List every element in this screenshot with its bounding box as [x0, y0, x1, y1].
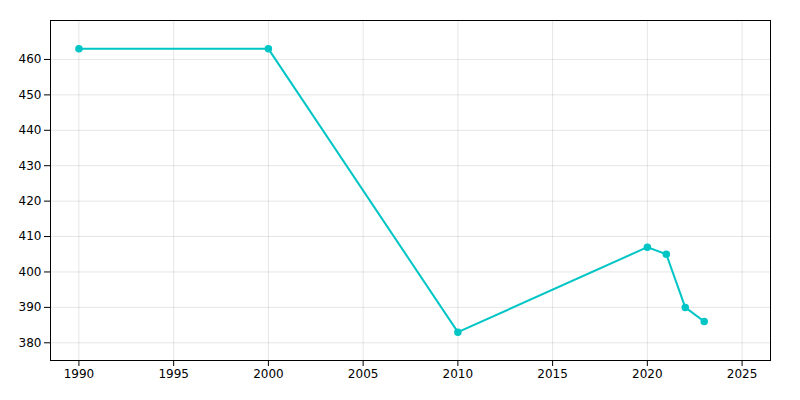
svg-text:1990: 1990 [64, 367, 95, 381]
svg-text:390: 390 [19, 300, 42, 314]
svg-text:380: 380 [19, 336, 42, 350]
svg-text:410: 410 [19, 229, 42, 243]
svg-text:2000: 2000 [253, 367, 284, 381]
svg-text:1995: 1995 [158, 367, 189, 381]
svg-text:2020: 2020 [632, 367, 663, 381]
svg-text:2015: 2015 [537, 367, 568, 381]
svg-text:400: 400 [19, 265, 42, 279]
svg-text:440: 440 [19, 123, 42, 137]
svg-text:2010: 2010 [443, 367, 474, 381]
svg-text:2005: 2005 [348, 367, 379, 381]
svg-text:460: 460 [19, 52, 42, 66]
svg-text:430: 430 [19, 159, 42, 173]
svg-text:450: 450 [19, 88, 42, 102]
svg-text:2025: 2025 [727, 367, 758, 381]
svg-text:420: 420 [19, 194, 42, 208]
